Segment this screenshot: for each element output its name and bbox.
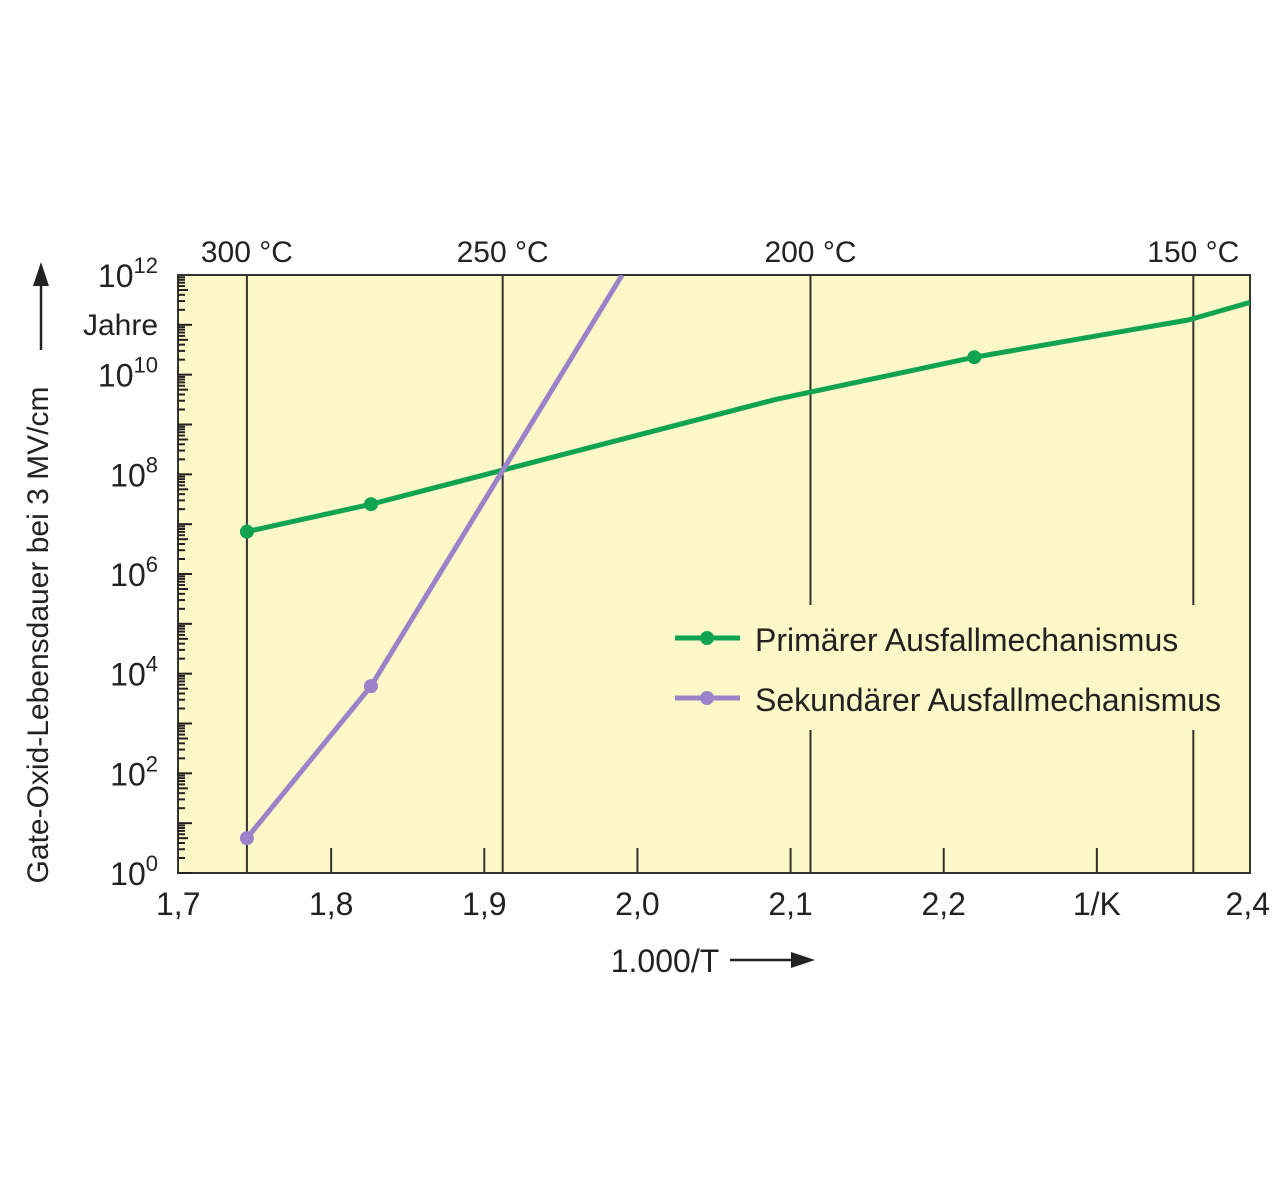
y-tick-base: 10: [110, 856, 146, 892]
y-tick-base: 10: [98, 258, 134, 294]
y-tick-base: 10: [98, 358, 134, 394]
legend-marker-primary: [700, 631, 714, 645]
y-tick-exponent: 4: [146, 652, 158, 677]
data-point-primary: [967, 350, 982, 365]
top-axis-labels: 300 °C 250 °C 200 °C 150 °C: [201, 236, 1239, 269]
top-axis-tick-label: 300 °C: [201, 236, 293, 269]
top-axis-tick-label: 250 °C: [457, 236, 549, 269]
y-tick-base: 10: [110, 657, 146, 693]
data-point-secondary: [363, 679, 378, 694]
y-axis-arrow-head: [33, 262, 49, 286]
legend-background: [665, 605, 1245, 730]
y-tick-exponent: 10: [134, 353, 158, 378]
y-unit-label: Jahre: [83, 309, 158, 342]
x-axis-tick-label: 2,1: [768, 886, 812, 922]
y-tick-exponent: 0: [146, 851, 158, 876]
series-line-primary: [246, 300, 1250, 535]
x-axis-title-group: 1.000/T: [611, 943, 815, 979]
y-tick-exponent: 8: [146, 452, 158, 477]
data-point-primary: [239, 524, 254, 539]
y-tick-base: 10: [110, 756, 146, 792]
y-tick-base: 10: [110, 557, 146, 593]
x-axis-tick-label: 1,7: [156, 886, 200, 922]
y-tick-base: 10: [110, 457, 146, 493]
x-axis-arrow-head: [791, 952, 815, 968]
y-axis-tick-label: 108: [110, 452, 158, 493]
legend-marker-secondary: [700, 691, 714, 705]
y-axis-title-group: Gate-Oxid-Lebensdauer bei 3 MV/cm: [22, 262, 55, 883]
y-axis-tick-label: 104: [110, 652, 158, 693]
y-tick-exponent: 12: [134, 253, 158, 278]
x-axis-tick-label: 1,9: [462, 886, 506, 922]
x-axis-tick-label: 2,0: [615, 886, 659, 922]
top-axis-tick-label: 200 °C: [764, 236, 856, 269]
y-axis-tick-label: 100: [110, 851, 158, 892]
series-markers: [239, 350, 982, 846]
y-tick-exponent: 6: [146, 552, 158, 577]
y-axis-tick-label: 102: [110, 751, 158, 792]
x-axis-labels: 1,7 1,8 1,9 2,0 2,1 2,2 1/K 2,4: [156, 886, 1270, 922]
x-axis-tick-label: 1/K: [1073, 886, 1121, 922]
y-axis-tick-label: 1012: [98, 253, 158, 294]
x-axis-tick-label: 2,4: [1226, 886, 1270, 922]
isotherm-gridlines: [245, 275, 1195, 873]
top-axis-tick-label: 150 °C: [1147, 236, 1239, 269]
y-axis-minor-ticks: [178, 276, 192, 874]
y-axis-tick-label: 106: [110, 552, 158, 593]
x-axis-tick-label: 1,8: [309, 886, 353, 922]
plot-area: [177, 274, 1251, 874]
x-axis-tick-label: 2,2: [921, 886, 965, 922]
x-axis-title: 1.000/T: [611, 943, 720, 979]
data-point-primary: [363, 497, 378, 512]
y-axis-title: Gate-Oxid-Lebensdauer bei 3 MV/cm: [22, 387, 55, 884]
y-tick-exponent: 2: [146, 751, 158, 776]
x-axis-ticks: [177, 848, 1251, 873]
legend: Primärer Ausfallmechanismus Sekundärer A…: [665, 605, 1245, 730]
legend-label-primary: Primärer Ausfallmechanismus: [755, 622, 1178, 658]
data-point-secondary: [239, 831, 254, 846]
legend-label-secondary: Sekundärer Ausfallmechanismus: [755, 682, 1221, 718]
y-axis-tick-label: 1010: [98, 353, 158, 394]
